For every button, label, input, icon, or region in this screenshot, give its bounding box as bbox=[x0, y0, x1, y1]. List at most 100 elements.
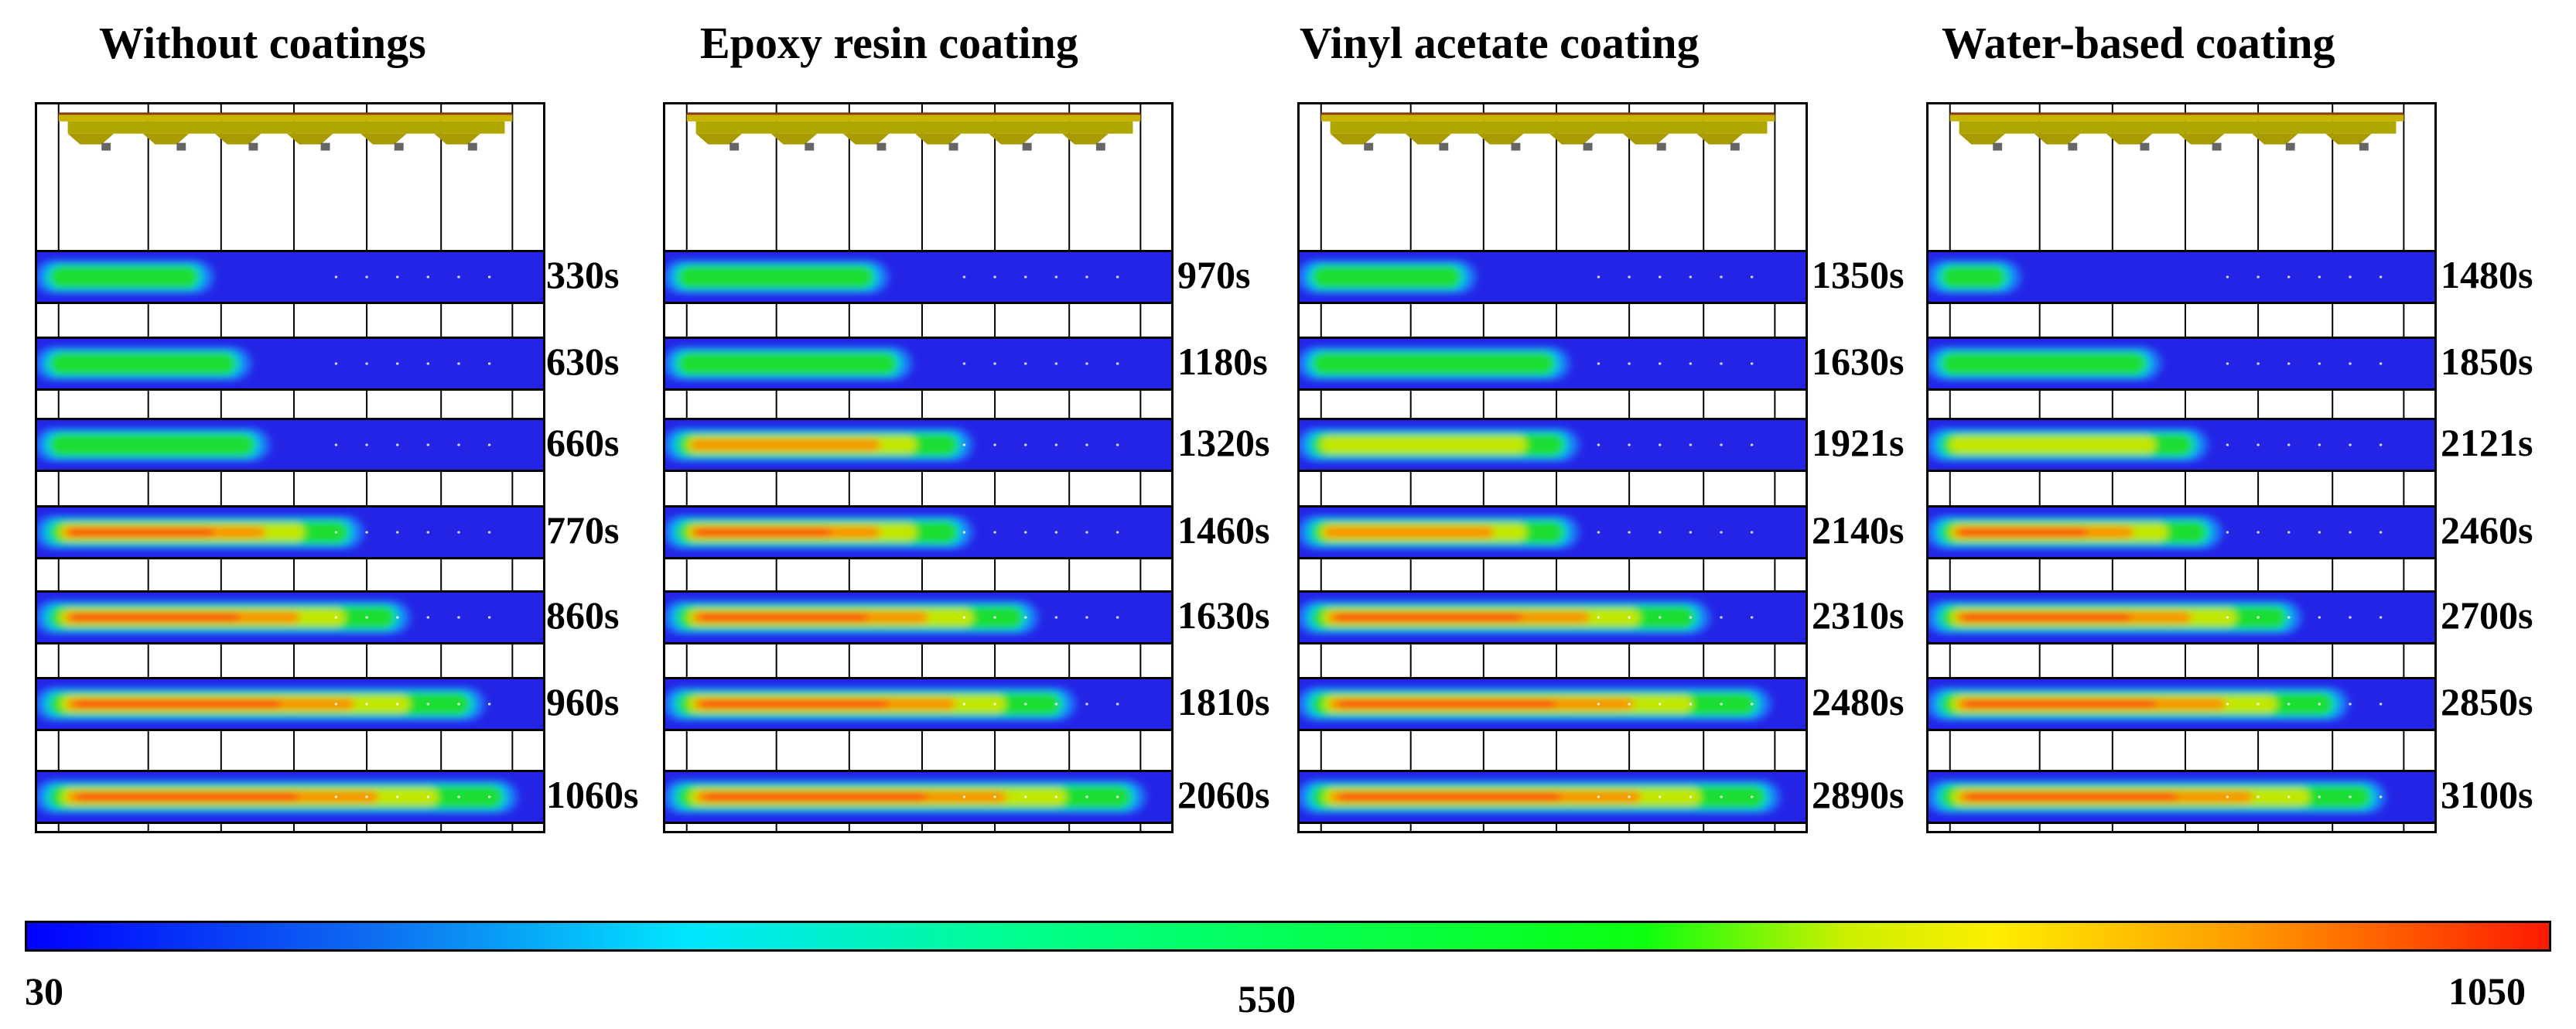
temperature-colorbar bbox=[25, 921, 2551, 952]
beam-support bbox=[142, 133, 190, 145]
support-block bbox=[1730, 142, 1740, 151]
temperature-strip bbox=[37, 250, 543, 304]
heat-region bbox=[1311, 352, 1555, 375]
panel-title-vinyl-acetate: Vinyl acetate coating bbox=[1300, 18, 1700, 68]
sensor-dot bbox=[962, 531, 966, 534]
sensor-dot bbox=[1628, 616, 1631, 619]
sensor-dot bbox=[962, 443, 966, 446]
heat-region bbox=[695, 528, 832, 536]
sensor-dot bbox=[457, 275, 460, 279]
sensor-dot bbox=[993, 275, 996, 279]
temperature-strip bbox=[1929, 505, 2434, 559]
sensor-dot bbox=[334, 703, 338, 706]
beam-support bbox=[1623, 133, 1669, 145]
beam-support bbox=[842, 133, 890, 145]
panel-title-water-based: Water-based coating bbox=[1942, 18, 2335, 68]
sensor-dot bbox=[2226, 795, 2229, 798]
time-label: 1850s bbox=[2441, 340, 2533, 383]
sensor-dot bbox=[487, 795, 491, 798]
sensor-dot bbox=[2349, 795, 2352, 798]
time-label: 1630s bbox=[1177, 593, 1270, 637]
sensor-dot bbox=[2226, 443, 2229, 446]
temperature-strip bbox=[1300, 677, 1806, 731]
temperature-strip bbox=[37, 505, 543, 559]
sensor-dot bbox=[1054, 616, 1058, 619]
sensor-dot bbox=[1720, 531, 1723, 534]
heat-region bbox=[1940, 352, 2147, 375]
heat-region bbox=[1966, 793, 2178, 801]
support-block bbox=[320, 142, 330, 151]
sensor-dot bbox=[1023, 616, 1027, 619]
sensor-dot bbox=[2349, 275, 2352, 279]
heat-region bbox=[1964, 700, 2157, 708]
ceiling-beam bbox=[58, 113, 513, 121]
sensor-dot bbox=[1054, 275, 1058, 279]
beam-support bbox=[434, 133, 480, 145]
heat-region bbox=[49, 433, 255, 456]
sensor-dot bbox=[2318, 443, 2321, 446]
sensor-dot bbox=[1658, 616, 1662, 619]
sensor-dot bbox=[2349, 531, 2352, 534]
sensor-dot bbox=[1750, 531, 1754, 534]
sensor-dot bbox=[487, 616, 491, 619]
time-label: 1480s bbox=[2441, 253, 2533, 296]
time-label: 1810s bbox=[1177, 680, 1270, 723]
sensor-dot bbox=[457, 795, 460, 798]
sensor-dot bbox=[1720, 795, 1723, 798]
sensor-dot bbox=[2226, 703, 2229, 706]
heat-region bbox=[1338, 793, 1561, 801]
time-label: 2310s bbox=[1812, 593, 1905, 637]
support-block bbox=[2140, 142, 2150, 151]
sensor-dot bbox=[1628, 531, 1631, 534]
sensor-dot bbox=[1054, 703, 1058, 706]
time-label: 2890s bbox=[1812, 773, 1905, 816]
sensor-dot bbox=[1750, 275, 1754, 279]
time-label: 1460s bbox=[1177, 508, 1270, 552]
sensor-dot bbox=[2287, 275, 2291, 279]
temperature-strip bbox=[37, 770, 543, 824]
heat-region bbox=[70, 614, 240, 621]
sensor-dot bbox=[2287, 443, 2291, 446]
sensor-dot bbox=[2349, 703, 2352, 706]
sensor-dot bbox=[365, 531, 368, 534]
temperature-strip bbox=[1300, 250, 1806, 304]
sensor-dot bbox=[487, 362, 491, 365]
sensor-dot bbox=[426, 531, 430, 534]
sensor-dot bbox=[1628, 275, 1631, 279]
beam-support bbox=[695, 133, 743, 145]
sensor-dot bbox=[2226, 275, 2229, 279]
sensor-dot bbox=[1597, 616, 1601, 619]
sensor-dot bbox=[365, 443, 368, 446]
sensor-dot bbox=[1115, 531, 1119, 534]
colorbar-mid-label: 550 bbox=[1238, 977, 1296, 1020]
panel-without-coatings bbox=[35, 102, 545, 833]
sensor-dot bbox=[1115, 362, 1119, 365]
sensor-dot bbox=[2349, 616, 2352, 619]
sensor-dot bbox=[426, 275, 430, 279]
temperature-strip bbox=[665, 590, 1171, 644]
sensor-dot bbox=[1085, 616, 1088, 619]
heat-region bbox=[1311, 265, 1462, 289]
sensor-dot bbox=[2318, 616, 2321, 619]
heat-region bbox=[1958, 528, 2087, 536]
heat-region bbox=[1949, 436, 2156, 453]
panel-title-epoxy-resin: Epoxy resin coating bbox=[700, 18, 1078, 68]
beam-support bbox=[2178, 133, 2225, 145]
sensor-dot bbox=[1689, 531, 1693, 534]
beam-support bbox=[67, 133, 114, 145]
sensor-dot bbox=[2318, 703, 2321, 706]
sensor-dot bbox=[457, 531, 460, 534]
ceiling-beam bbox=[1949, 113, 2404, 121]
sensor-dot bbox=[2287, 795, 2291, 798]
time-label: 330s bbox=[546, 253, 620, 296]
temperature-strip bbox=[1300, 590, 1806, 644]
time-label: 1180s bbox=[1177, 340, 1268, 383]
beam-body bbox=[1959, 121, 2397, 134]
heat-region bbox=[74, 700, 281, 708]
support-block bbox=[1993, 142, 2003, 151]
sensor-dot bbox=[993, 703, 996, 706]
sensor-dot bbox=[962, 703, 966, 706]
time-label: 1350s bbox=[1812, 253, 1905, 296]
support-block bbox=[467, 142, 477, 151]
support-block bbox=[1511, 142, 1521, 151]
